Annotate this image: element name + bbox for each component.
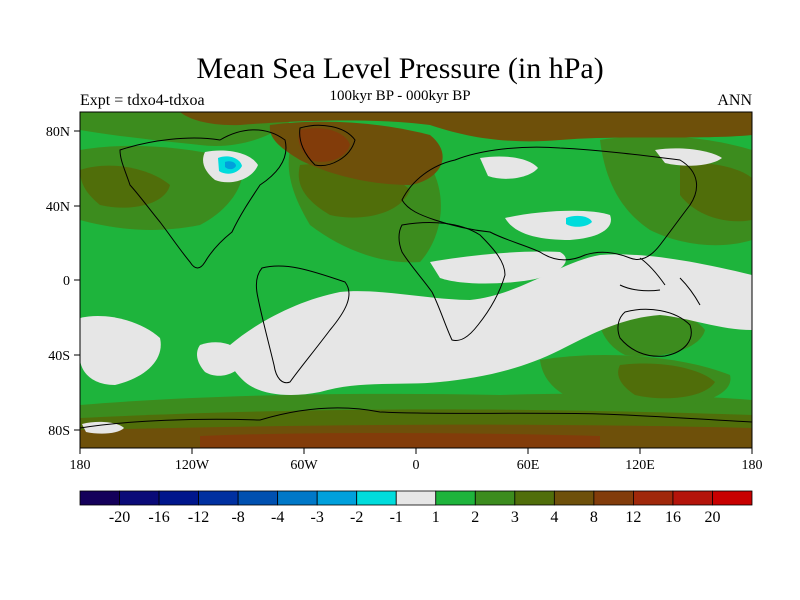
colorbar-label: -1 <box>390 509 403 526</box>
colorbar <box>79 490 753 506</box>
colorbar-label: -8 <box>231 509 244 526</box>
coast-south-america <box>255 265 350 384</box>
field-3-4-south-pacific <box>618 363 715 399</box>
coast-southeast-asia <box>619 257 701 306</box>
colorbar-label: 8 <box>590 509 598 526</box>
field-8-12-antarctic <box>200 433 600 448</box>
x-tick-label: 180 <box>70 458 91 473</box>
colorbar-swatch <box>633 490 674 506</box>
field-3-4-pacific <box>80 165 170 208</box>
season-label: ANN <box>717 92 752 109</box>
x-tick-label: 60W <box>290 458 318 473</box>
y-axis: 80N 40N 0 40S 80S <box>46 125 80 439</box>
chart-title: Mean Sea Level Pressure (in hPa) <box>196 52 604 85</box>
colorbar-swatch <box>514 490 555 506</box>
field-2-3-west-pacific <box>600 135 752 246</box>
field-8-12-greenland <box>298 128 350 162</box>
coast-greenland <box>299 124 356 167</box>
colorbar-swatch <box>316 490 358 506</box>
x-tick-label: 0 <box>413 458 420 473</box>
x-tick-label: 60E <box>517 458 540 473</box>
colorbar-label: 1 <box>432 509 440 526</box>
colorbar-swatch <box>712 490 753 506</box>
colorbar-label: -16 <box>148 509 169 526</box>
coast-africa <box>398 221 506 341</box>
colorbar-swatch <box>593 490 634 506</box>
colorbar-label: 3 <box>511 509 519 526</box>
colorbar-swatch <box>435 490 476 506</box>
colorbar-swatch <box>553 490 595 506</box>
field-negative-canada-core <box>225 161 236 170</box>
experiment-label: Expt = tdxo4-tdxoa <box>80 92 205 109</box>
colorbar-swatch <box>395 490 437 506</box>
colorbar-label: 20 <box>704 509 720 526</box>
y-tick-label: 80N <box>46 125 70 140</box>
field-neutral-south-atlantic-indian <box>228 254 752 395</box>
colorbar-swatch <box>356 490 397 506</box>
coast-north-america <box>119 129 287 269</box>
field-neutral-south-pacific <box>80 316 161 385</box>
colorbar-swatch <box>158 490 199 506</box>
coastlines <box>80 124 752 429</box>
colorbar-label: 16 <box>665 509 681 526</box>
coast-australia <box>617 308 692 357</box>
colorbar-swatch <box>672 490 713 506</box>
colorbar-label: -20 <box>109 509 130 526</box>
colorbar-label: -2 <box>350 509 363 526</box>
field-neutral-east-pacific <box>197 342 245 376</box>
field-neutral-arctic-east <box>655 148 722 166</box>
field-neutral-siberia <box>480 156 538 179</box>
field-negative-tibet <box>566 215 592 227</box>
colorbar-label: 12 <box>625 509 641 526</box>
x-tick-label: 120E <box>625 458 655 473</box>
x-tick-label: 180 <box>742 458 763 473</box>
colorbar-swatch <box>277 490 318 506</box>
field-neutral-antarctic-west <box>82 421 124 434</box>
coast-europe-asia <box>401 146 698 261</box>
colorbar-label: 4 <box>550 509 558 526</box>
colorbar-swatch <box>119 490 160 506</box>
coast-antarctica <box>80 407 752 429</box>
colorbar-label: -3 <box>311 509 324 526</box>
colorbar-label: -12 <box>188 509 209 526</box>
field-neutral-indian-tropical <box>430 251 566 284</box>
map-field <box>80 112 752 448</box>
colorbar-label: -4 <box>271 509 284 526</box>
colorbar-swatch <box>474 490 516 506</box>
y-tick-label: 0 <box>63 274 70 289</box>
field-4-8-arctic <box>180 112 752 142</box>
x-axis: 180 120W 60W 0 60E 120E 180 <box>70 448 763 473</box>
colorbar-swatch <box>237 490 279 506</box>
chart-subtitle: 100kyr BP - 000kyr BP <box>329 88 471 104</box>
field-3-4-north-pacific-east <box>680 163 752 222</box>
colorbar-swatch <box>198 490 239 506</box>
y-tick-label: 80S <box>48 424 70 439</box>
y-tick-label: 40S <box>48 349 70 364</box>
x-tick-label: 120W <box>175 458 210 473</box>
y-tick-label: 40N <box>46 200 70 215</box>
colorbar-label: 2 <box>471 509 479 526</box>
colorbar-labels: -20 -16 -12 -8 -4 -3 -2 -1 1 2 3 4 8 12 16 20 <box>109 509 721 526</box>
colorbar-swatch <box>79 490 120 506</box>
